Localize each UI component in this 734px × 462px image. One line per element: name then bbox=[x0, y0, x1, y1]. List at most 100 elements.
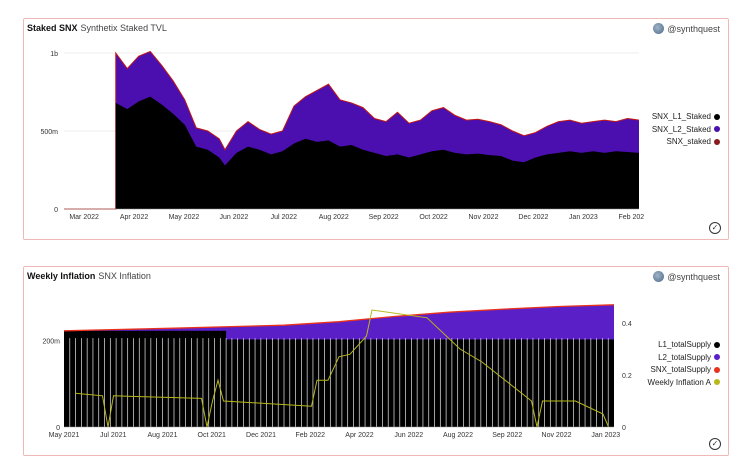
x-tick-label: May 2022 bbox=[169, 214, 200, 221]
handle-text: @synthquest bbox=[667, 271, 720, 282]
bar-l1 bbox=[602, 339, 609, 427]
bar-l1 bbox=[394, 339, 400, 427]
bar-l1 bbox=[174, 330, 180, 427]
series-line-total bbox=[64, 50, 640, 210]
weekly-inflation-chart: 0 200m 0 0.2 0.4 May 2021 Jul 2021 Aug 2021 Oct … bbox=[42, 304, 632, 439]
y2-tick-label: 0 bbox=[622, 425, 626, 432]
x-tick-label: Jun 2022 bbox=[219, 214, 248, 221]
author-handle[interactable]: @synthquest bbox=[653, 271, 720, 282]
weekly-inflation-panel: Weekly Inflation SNX Inflation @synthques… bbox=[23, 266, 729, 456]
x-tick-label: Oct 2021 bbox=[198, 432, 227, 439]
bar-l1 bbox=[295, 339, 302, 427]
x-tick-label: Jan 2023 bbox=[569, 214, 598, 221]
x-tick-label: Nov 2022 bbox=[542, 432, 572, 439]
bar-l1 bbox=[434, 339, 441, 427]
bar-l1 bbox=[156, 330, 163, 427]
chart-title: Staked SNX bbox=[27, 23, 78, 33]
bar-l1 bbox=[139, 330, 146, 427]
bar-l1 bbox=[446, 339, 452, 427]
legend-dot bbox=[714, 354, 720, 361]
bar-l1 bbox=[480, 339, 487, 427]
bar-l1 bbox=[127, 330, 134, 427]
chart-subtitle: Synthetix Staked TVL bbox=[80, 23, 167, 33]
bar-l1 bbox=[231, 339, 238, 427]
x-tick-label: Aug 2021 bbox=[148, 432, 178, 439]
bar-l1 bbox=[243, 339, 250, 427]
bar-l1 bbox=[422, 339, 429, 427]
series-line-total bbox=[63, 304, 615, 332]
panel-title: Staked SNX Synthetix Staked TVL bbox=[27, 23, 167, 33]
bar-l1 bbox=[284, 339, 290, 427]
avatar bbox=[653, 23, 665, 34]
x-tick-label: Aug 2022 bbox=[319, 214, 349, 221]
bar-l1 bbox=[567, 339, 574, 427]
bar-l1 bbox=[202, 330, 209, 427]
bar-l1 bbox=[341, 339, 348, 427]
x-tick-label: Sep 2022 bbox=[492, 432, 522, 439]
bar-l1 bbox=[411, 339, 418, 427]
legend-item[interactable]: SNX_L1_Staked bbox=[652, 111, 720, 124]
legend-item[interactable]: SNX_staked bbox=[652, 136, 720, 149]
bar-l1 bbox=[399, 339, 406, 427]
bar-l1 bbox=[197, 330, 203, 427]
x-tick-label: Dec 2022 bbox=[518, 214, 548, 221]
bar-l1 bbox=[168, 330, 174, 427]
bar-l1 bbox=[312, 339, 319, 427]
bar-l1 bbox=[596, 339, 603, 427]
x-tick-label: Apr 2022 bbox=[120, 214, 149, 221]
bar-l1 bbox=[220, 330, 227, 427]
x-tick-label: Feb 2023 bbox=[618, 214, 644, 221]
bar-l1 bbox=[428, 339, 435, 427]
legend-item[interactable]: L2_totalSupply bbox=[648, 352, 720, 365]
bar-l1 bbox=[538, 339, 545, 427]
bar-l1 bbox=[353, 339, 360, 427]
bar-l1 bbox=[191, 330, 198, 427]
legend-dot bbox=[714, 138, 720, 145]
y2-tick-label: 0.2 bbox=[622, 373, 632, 380]
legend-dot bbox=[714, 379, 720, 386]
y2-tick-label: 0.4 bbox=[622, 321, 632, 328]
bar-l1 bbox=[492, 339, 499, 427]
verified-check-icon[interactable]: ✓ bbox=[709, 438, 721, 450]
x-tick-label: Jul 2022 bbox=[271, 214, 298, 221]
bar-l1 bbox=[307, 339, 313, 427]
bar-l1 bbox=[561, 339, 568, 427]
bar-l1 bbox=[469, 339, 476, 427]
bar-l1 bbox=[116, 330, 122, 427]
bar-l1 bbox=[376, 339, 383, 427]
y-tick-label: 0 bbox=[54, 207, 58, 214]
y-tick-label: 1b bbox=[50, 51, 58, 58]
bar-l1 bbox=[104, 330, 111, 427]
x-tick-label: Apr 2022 bbox=[345, 432, 374, 439]
bar-l1 bbox=[69, 330, 76, 427]
bar-l1 bbox=[301, 339, 308, 427]
bar-l1 bbox=[249, 339, 256, 427]
bar-l1 bbox=[579, 339, 586, 427]
legend-item[interactable]: SNX_L2_Staked bbox=[652, 124, 720, 137]
bar-l1 bbox=[185, 330, 192, 427]
bar-l1 bbox=[162, 330, 169, 427]
bar-l1 bbox=[417, 339, 423, 427]
bar-l1 bbox=[405, 339, 412, 427]
bar-l1 bbox=[440, 339, 447, 427]
legend-item[interactable]: Weekly Inflation A bbox=[648, 377, 720, 390]
legend-item[interactable]: L1_totalSupply bbox=[648, 339, 720, 352]
bar-l1 bbox=[75, 330, 82, 427]
staked-snx-panel: Staked SNX Synthetix Staked TVL @synthque… bbox=[23, 18, 729, 240]
x-tick-label: Jul 2021 bbox=[100, 432, 127, 439]
y-tick-label: 200m bbox=[42, 338, 60, 345]
bar-l1 bbox=[590, 339, 597, 427]
bar-l1 bbox=[255, 339, 261, 427]
chart-legend: SNX_L1_Staked SNX_L2_Staked SNX_staked bbox=[652, 111, 720, 149]
chart-legend: L1_totalSupply L2_totalSupply SNX_totalS… bbox=[648, 339, 720, 389]
bar-l1 bbox=[133, 330, 140, 427]
legend-item[interactable]: SNX_totalSupply bbox=[648, 364, 720, 377]
bar-l1 bbox=[121, 330, 128, 427]
verified-check-icon[interactable]: ✓ bbox=[709, 222, 721, 234]
x-tick-label: Feb 2022 bbox=[295, 432, 325, 439]
bar-l1 bbox=[451, 339, 458, 427]
legend-dot bbox=[714, 113, 720, 120]
x-tick-label: Sep 2022 bbox=[369, 214, 399, 221]
author-handle[interactable]: @synthquest bbox=[653, 23, 720, 34]
x-tick-label: Nov 2022 bbox=[469, 214, 499, 221]
